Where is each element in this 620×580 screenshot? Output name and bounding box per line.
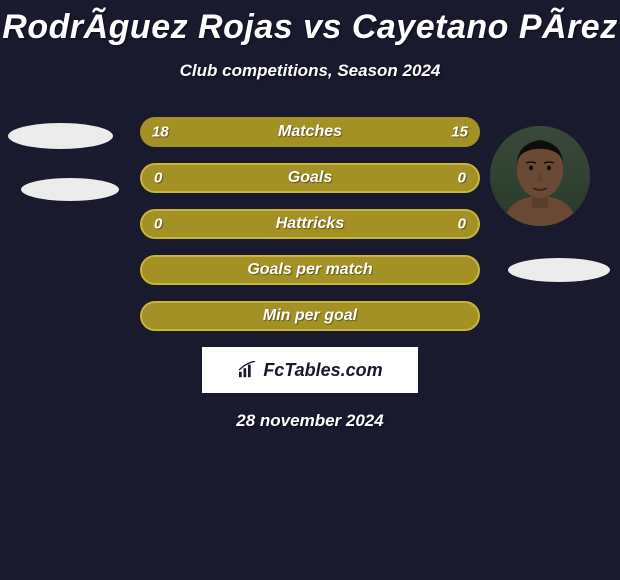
branding-label: FcTables.com (263, 360, 382, 381)
stat-right-value: 15 (451, 124, 468, 141)
stat-row: 18 Matches 15 (140, 117, 480, 147)
stat-label: Matches (278, 123, 342, 141)
stat-label: Goals (288, 169, 332, 187)
stats-area: 18 Matches 15 0 Goals 0 0 Hattricks 0 Goals per m… (0, 117, 620, 331)
page-title: RodrÃ­guez Rojas vs Cayetano PÃ­rez (0, 0, 620, 47)
stat-row: Min per goal (140, 301, 480, 331)
branding: FcTables.com (237, 360, 382, 381)
subtitle: Club competitions, Season 2024 (0, 61, 620, 81)
stat-right-value: 0 (458, 170, 466, 187)
stat-row: 0 Hattricks 0 (140, 209, 480, 239)
stat-row: 0 Goals 0 (140, 163, 480, 193)
chart-icon (237, 361, 259, 379)
stat-label: Goals per match (247, 261, 372, 279)
date-label: 28 november 2024 (0, 411, 620, 431)
stat-label: Hattricks (276, 215, 344, 233)
stat-left-value: 0 (154, 170, 162, 187)
stat-left-value: 0 (154, 216, 162, 233)
stat-label: Min per goal (263, 307, 357, 325)
stat-row: Goals per match (140, 255, 480, 285)
stat-right-value: 0 (458, 216, 466, 233)
branding-box: FcTables.com (202, 347, 418, 393)
comparison-card: RodrÃ­guez Rojas vs Cayetano PÃ­rez Club… (0, 0, 620, 431)
stat-left-value: 18 (152, 124, 169, 141)
